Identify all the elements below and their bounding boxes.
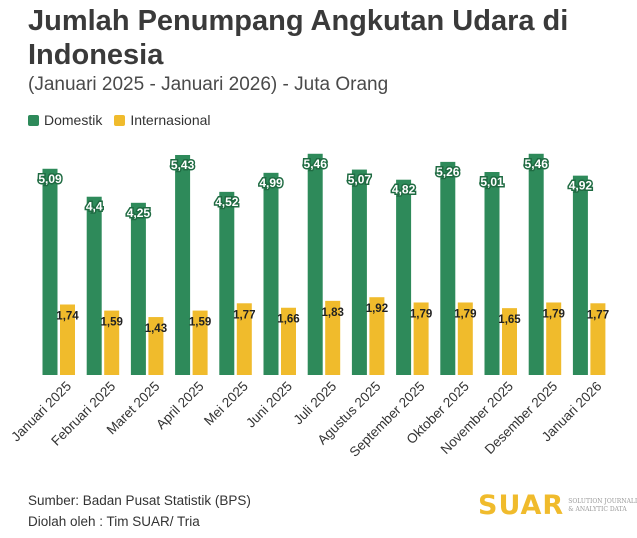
- bar-internasional-april-2025: [192, 310, 208, 375]
- tick-label-september-2025: September 2025: [347, 379, 428, 460]
- legend-label-internasional: Internasional: [130, 112, 211, 128]
- bar-domestik-desember-2025: [528, 153, 544, 375]
- suar-logo: SUAR SOLUTION JOURNALISM & ANALYTIC DATA: [478, 490, 637, 521]
- bar-internasional-juli-2025: [325, 300, 341, 375]
- label-domestik-desember-2025: 5,46: [525, 157, 549, 171]
- label-internasional-agustus-2025: 1,92: [366, 303, 388, 315]
- bar-domestik-oktober-2025: [440, 161, 456, 375]
- bar-domestik-februari-2025: [86, 196, 102, 375]
- bar-domestik-maret-2025: [130, 202, 146, 375]
- label-domestik-januari-2026: 4,92: [569, 179, 593, 193]
- label-internasional-juni-2025: 1,66: [277, 314, 299, 326]
- label-domestik-agustus-2025: 5,07: [348, 173, 372, 187]
- source-note: Sumber: Badan Pusat Statistik (BPS) Diol…: [28, 490, 251, 532]
- bar-domestik-juli-2025: [307, 153, 323, 375]
- label-domestik-mei-2025: 4,52: [215, 195, 239, 209]
- label-domestik-november-2025: 5,01: [480, 175, 504, 189]
- bar-internasional-maret-2025: [148, 317, 164, 375]
- tick-label-april-2025: April 2025: [153, 379, 207, 433]
- source-line: Sumber: Badan Pusat Statistik (BPS): [28, 493, 251, 508]
- bar-internasional-januari-2026: [590, 303, 606, 375]
- bar-internasional-februari-2025: [104, 310, 120, 375]
- label-domestik-februari-2025: 4,4: [86, 200, 103, 214]
- bar-domestik-januari-2026: [572, 175, 588, 375]
- processed-line: Diolah oleh : Tim SUAR/ Tria: [28, 514, 200, 529]
- bar-domestik-september-2025: [396, 179, 412, 375]
- bar-domestik-agustus-2025: [351, 169, 367, 375]
- label-domestik-juni-2025: 4,99: [259, 176, 283, 190]
- label-internasional-maret-2025: 1,43: [145, 323, 167, 335]
- bar-domestik-mei-2025: [219, 191, 235, 375]
- legend-label-domestik: Domestik: [44, 112, 103, 128]
- bar-internasional-september-2025: [413, 302, 429, 375]
- label-domestik-januari-2025: 5,09: [38, 172, 62, 186]
- tick-label-juni-2025: Juni 2025: [243, 379, 295, 431]
- bar-internasional-oktober-2025: [457, 302, 473, 375]
- bar-internasional-mei-2025: [236, 303, 252, 375]
- label-domestik-juli-2025: 5,46: [304, 157, 328, 171]
- legend-item-internasional: Internasional: [114, 112, 211, 128]
- bar-domestik-november-2025: [484, 172, 500, 375]
- legend-item-domestik: Domestik: [28, 112, 102, 128]
- bar-internasional-januari-2025: [60, 304, 75, 375]
- label-internasional-januari-2025: 1,74: [56, 311, 79, 323]
- legend: Domestik Internasional: [28, 112, 223, 128]
- label-internasional-januari-2026: 1,77: [587, 309, 609, 321]
- label-internasional-oktober-2025: 1,79: [454, 308, 476, 320]
- label-domestik-april-2025: 5,43: [171, 158, 195, 172]
- label-domestik-oktober-2025: 5,26: [436, 165, 460, 179]
- label-internasional-desember-2025: 1,79: [543, 308, 565, 320]
- bar-internasional-juni-2025: [281, 307, 296, 375]
- logo-wordmark: SUAR: [478, 490, 565, 521]
- bar-domestik-april-2025: [175, 154, 191, 375]
- label-domestik-september-2025: 4,82: [392, 183, 416, 197]
- bar-domestik-juni-2025: [263, 172, 279, 375]
- chart-title: Jumlah Penumpang Angkutan Udara di Indon…: [28, 5, 569, 71]
- label-domestik-maret-2025: 4,25: [127, 206, 151, 220]
- legend-swatch-domestik: [28, 114, 39, 126]
- label-internasional-februari-2025: 1,59: [101, 317, 123, 329]
- bar-domestik-januari-2025: [42, 168, 58, 375]
- logo-tagline: SOLUTION JOURNALISM & ANALYTIC DATA: [568, 497, 637, 513]
- chart-subtitle: (Januari 2025 - Januari 2026) - Juta Ora…: [28, 74, 389, 95]
- label-internasional-mei-2025: 1,77: [233, 309, 255, 321]
- label-internasional-juli-2025: 1,83: [322, 307, 344, 319]
- legend-swatch-internasional: [114, 114, 126, 126]
- bar-internasional-november-2025: [502, 308, 517, 375]
- label-internasional-september-2025: 1,79: [410, 308, 432, 320]
- label-internasional-november-2025: 1,65: [498, 314, 521, 326]
- bar-internasional-desember-2025: [546, 302, 562, 375]
- label-internasional-april-2025: 1,59: [189, 317, 211, 329]
- bar-internasional-agustus-2025: [369, 297, 385, 375]
